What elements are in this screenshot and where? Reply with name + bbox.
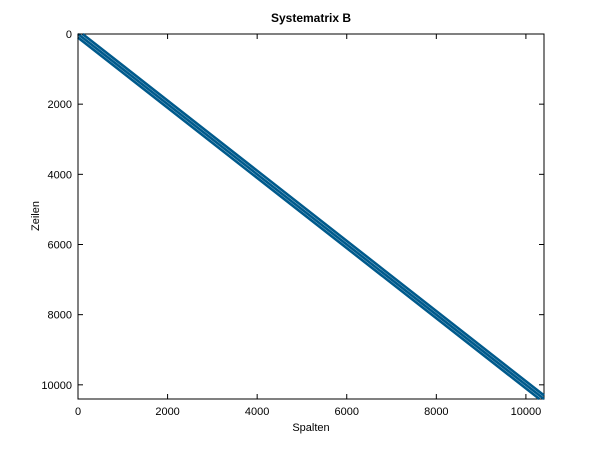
x-tick-label: 8000	[424, 406, 448, 418]
diagonal-band-1	[77, 32, 545, 401]
x-tick-label: 6000	[335, 406, 359, 418]
x-tick-label: 2000	[155, 406, 179, 418]
y-axis-ticks: 0 2000 4000 6000 8000 10000	[41, 29, 544, 392]
y-tick-label: 6000	[48, 239, 72, 251]
axes-frame	[77, 33, 545, 400]
y-axis-label: Zeilen	[30, 201, 42, 231]
y-tick-label: 0	[66, 29, 72, 41]
x-tick-label: 0	[75, 406, 81, 418]
y-tick-label: 4000	[48, 169, 72, 181]
x-axis-ticks: 0 2000 4000 6000 8000 10000	[75, 34, 541, 418]
x-axis-label: Spalten	[292, 422, 329, 434]
chart-title: Systematrix B	[271, 11, 351, 25]
diagonal-band-2	[81, 32, 545, 397]
y-tick-label: 10000	[41, 380, 72, 392]
y-tick-label: 2000	[48, 99, 72, 111]
x-tick-label: 10000	[511, 406, 542, 418]
x-tick-label: 4000	[245, 406, 269, 418]
sparsity-bands	[77, 32, 545, 401]
y-tick-label: 8000	[48, 310, 72, 322]
diagonal-band-0	[77, 36, 541, 401]
plot-area: 0 2000 4000 6000 8000 10000 0 2000 4000 6000 8000…	[41, 29, 545, 418]
